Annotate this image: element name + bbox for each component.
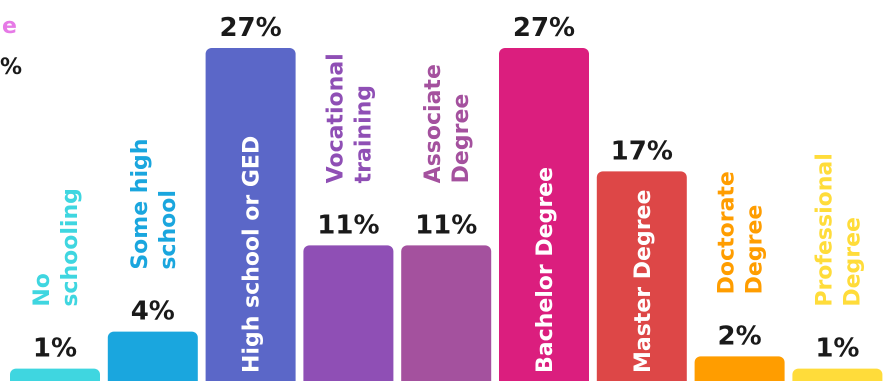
value-label-master-degree: 17%: [611, 136, 673, 166]
category-label-high-school-or-ged: High school or GED: [240, 136, 265, 373]
value-label-associate-degree: 11%: [415, 210, 477, 240]
value-label-professional-degree: 1%: [815, 334, 859, 364]
bar-high-school-or-ged: [205, 48, 296, 381]
bar-vocational-training: [303, 245, 394, 381]
category-label-professional-degree: Professional Degree: [812, 153, 865, 306]
category-label-some-high-school: Some high school: [128, 139, 181, 270]
category-label-doctorate-degree: Doctorate Degree: [715, 171, 768, 294]
bar-professional-degree: [792, 368, 883, 381]
bar-no-schooling: [10, 368, 100, 381]
bar-associate-degree: [401, 245, 492, 381]
category-label-associate-degree: Associate Degree: [421, 64, 474, 183]
legend-fragment-bottom: %: [0, 55, 23, 80]
value-label-some-high-school: 4%: [131, 297, 175, 327]
bar-master-degree: [596, 171, 687, 381]
category-label-bachelor-degree: Bachelor Degree: [533, 167, 558, 373]
value-label-vocational-training: 11%: [317, 210, 379, 240]
value-label-bachelor-degree: 27%: [513, 13, 575, 43]
value-label-no-schooling: 1%: [33, 334, 77, 364]
legend-fragment-top: e: [2, 14, 17, 39]
category-label-no-schooling: No schooling: [30, 188, 83, 307]
bar-some-high-school: [107, 331, 198, 381]
value-label-high-school-or-ged: 27%: [219, 13, 281, 43]
category-label-master-degree: Master Degree: [631, 190, 656, 373]
bar-doctorate-degree: [694, 356, 785, 381]
category-label-vocational-training: Vocational training: [323, 53, 376, 183]
value-label-doctorate-degree: 2%: [718, 321, 762, 351]
bar-bachelor-degree: [499, 48, 589, 381]
